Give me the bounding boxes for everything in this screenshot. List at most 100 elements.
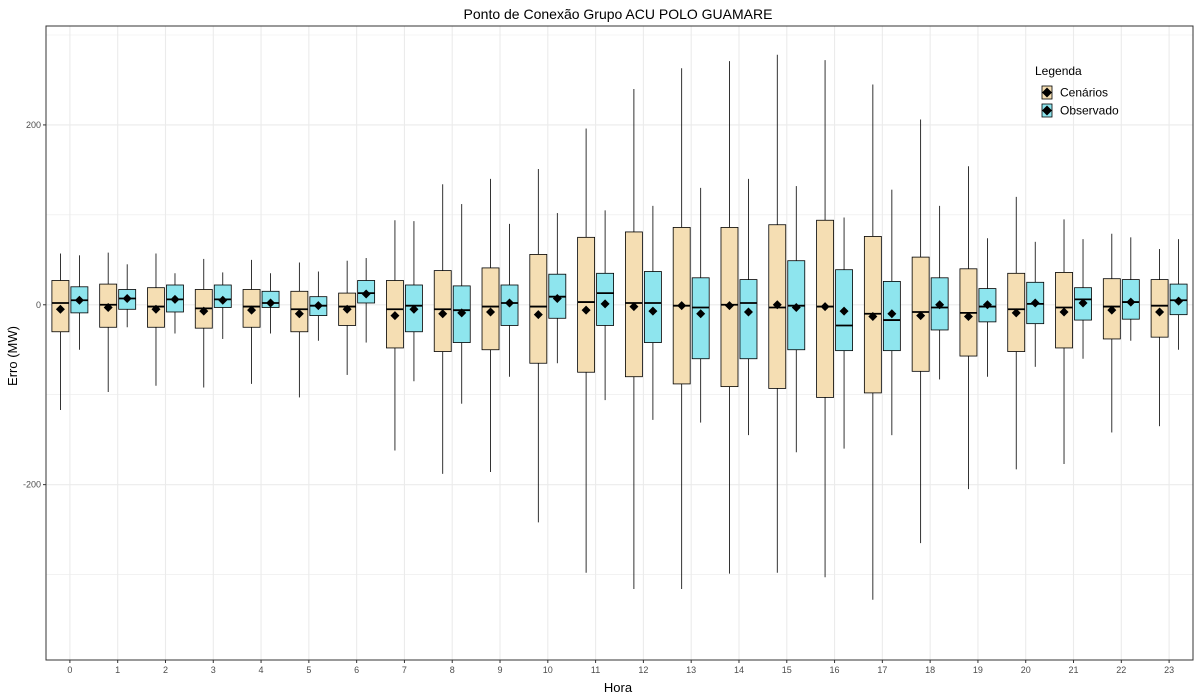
mean-marker [600,299,610,309]
box-cenarios-hour-6 [338,260,357,375]
x-tick-label: 13 [686,665,696,675]
legend: Legenda Cenários Observado [1035,64,1119,118]
mean-marker [122,293,132,303]
mean-marker [170,294,180,304]
mean-marker [486,307,496,317]
box-observado-hour-1 [118,264,137,328]
mean-marker [457,308,467,318]
x-tick-label: 22 [1116,665,1126,675]
mean-marker [313,301,323,311]
mean-marker [581,305,591,315]
x-tick-label: 15 [782,665,792,675]
mean-marker [74,295,84,305]
mean-marker [743,307,753,317]
x-tick-label: 16 [830,665,840,675]
box-observado-hour-3 [213,272,232,339]
x-tick-label: 19 [973,665,983,675]
mean-marker [199,306,209,316]
y-tick-label: -200 [23,480,41,490]
box-observado-hour-12 [643,205,662,420]
box-cenarios-hour-21 [1055,219,1073,464]
mean-marker [103,302,113,312]
box-cenarios-hour-12 [624,88,643,589]
x-tick-label: 4 [259,665,264,675]
box-observado-hour-21 [1074,239,1092,359]
box-observado-hour-17 [882,189,901,436]
mean-marker [629,302,639,312]
mean-marker [1030,298,1040,308]
x-tick-label: 14 [734,665,744,675]
mean-marker [1059,307,1069,317]
mean-marker [361,289,371,299]
box-observado-hour-11 [596,210,615,401]
box-cenarios-hour-9 [481,178,500,473]
x-tick-label: 5 [306,665,311,675]
x-tick-label: 10 [543,665,553,675]
box-body [739,279,758,360]
box-cenarios-hour-15 [768,54,787,573]
mean-marker [342,304,352,314]
mean-marker [247,305,257,315]
x-axis: 0 1 2 3 4 5 6 7 8 9 10 11 12 13 14 15 16 17 18 19 20 21 22 23 [67,660,1174,675]
box-cenarios-hour-8 [433,184,452,474]
mean-marker [868,311,878,321]
x-tick-label: 8 [450,665,455,675]
mean-marker [533,310,543,320]
box-cenarios-hour-3 [194,258,213,388]
box-observado-hour-23 [1169,239,1188,350]
box-body [529,254,548,364]
x-axis-title: Hora [604,680,633,695]
box-observado-hour-15 [787,186,806,453]
legend-label-cenarios: Cenários [1060,86,1108,100]
x-tick-label: 18 [925,665,935,675]
grid [46,26,1193,660]
mean-marker [820,302,830,312]
mean-marker [552,293,562,303]
mean-marker [218,295,228,305]
mean-marker [1078,298,1088,308]
mean-marker [1107,305,1117,315]
box-observado-hour-20 [1026,241,1045,367]
mean-marker [648,306,658,316]
box-cenarios-hour-4 [242,259,261,384]
mean-marker [916,311,926,321]
box-cenarios-hour-5 [290,262,309,398]
box-cenarios-hour-7 [386,220,404,451]
box-observado-hour-18 [930,205,949,380]
legend-mean-marker [1042,105,1052,116]
x-tick-label: 9 [498,665,503,675]
box-cenarios-hour-14 [720,61,739,574]
box-observado-hour-8 [452,204,471,404]
box-cenarios-hour-20 [1007,196,1026,470]
box-cenarios-hour-18 [911,119,930,544]
mean-marker [839,306,849,316]
box-observado-hour-10 [548,213,567,364]
x-tick-label: 11 [591,665,600,675]
box-cenarios-hour-23 [1150,249,1169,427]
mean-marker [438,309,448,319]
x-tick-label: 7 [402,665,407,675]
x-tick-label: 0 [67,665,72,675]
boxplot-series [51,54,1188,600]
mean-marker [409,304,419,314]
box-cenarios-hour-10 [529,168,548,523]
mean-marker [55,304,65,314]
x-tick-label: 1 [115,665,120,675]
chart-title: Ponto de Conexão Grupo ACU POLO GUAMARE [464,6,773,22]
box-observado-hour-13 [691,187,710,423]
box-observado-hour-0 [70,255,89,350]
x-tick-label: 17 [877,665,887,675]
legend-key-cenarios [1041,85,1053,100]
legend-title: Legenda [1035,64,1082,78]
box-observado-hour-2 [166,273,184,334]
legend-key-observado [1041,103,1053,118]
mean-marker [1174,296,1184,306]
mean-marker [505,298,515,308]
x-tick-label: 2 [163,665,168,675]
box-observado-hour-14 [739,178,758,436]
mean-marker [1011,308,1021,318]
y-tick-label: 0 [36,300,41,310]
x-tick-label: 21 [1069,665,1079,675]
x-tick-label: 20 [1021,665,1031,675]
